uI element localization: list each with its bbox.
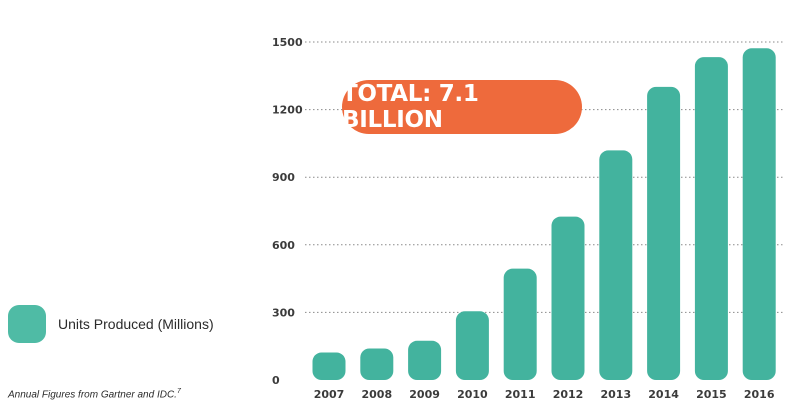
y-tick-label: 900 xyxy=(272,171,295,184)
bar-2013 xyxy=(599,150,633,380)
x-tick-label: 2014 xyxy=(648,388,679,400)
x-tick-label: 2013 xyxy=(600,388,631,400)
bar-2009 xyxy=(408,340,442,380)
x-tick-label: 2015 xyxy=(696,388,727,400)
legend-label: Units Produced (Millions) xyxy=(58,316,214,332)
x-axis-ticks: 2007 2008 2009 2010 2011 2012 2013 2014 2015 2016 xyxy=(314,388,775,400)
x-tick-label: 2010 xyxy=(457,388,488,400)
x-tick-label: 2012 xyxy=(553,388,584,400)
bar-2007 xyxy=(312,352,346,380)
y-tick-label: 300 xyxy=(272,306,295,319)
source-footnote-number: 7 xyxy=(176,388,181,395)
bars xyxy=(312,48,776,381)
bar-2010 xyxy=(455,311,489,380)
x-tick-label: 2007 xyxy=(314,388,345,400)
y-tick-label: 1500 xyxy=(272,36,303,49)
total-annotation-badge: TOTAL: 7.1 BILLION xyxy=(342,80,582,134)
x-tick-label: 2009 xyxy=(409,388,440,400)
y-tick-label: 1200 xyxy=(272,104,303,117)
bar-2014 xyxy=(647,86,681,380)
x-tick-label: 2008 xyxy=(361,388,392,400)
x-tick-label: 2016 xyxy=(744,388,775,400)
y-tick-label: 0 xyxy=(272,374,280,387)
total-annotation-text: TOTAL: 7.1 BILLION xyxy=(342,81,479,133)
bar-2012 xyxy=(551,216,585,380)
legend-swatch xyxy=(8,305,46,343)
bar-2011 xyxy=(503,268,537,380)
y-tick-label: 600 xyxy=(272,239,295,252)
bar-2016 xyxy=(742,48,776,381)
bar-2015 xyxy=(694,57,728,381)
source-text: Annual Figures from Gartner and IDC. xyxy=(8,389,177,400)
x-tick-label: 2011 xyxy=(505,388,536,400)
legend: Units Produced (Millions) xyxy=(8,305,214,343)
y-axis-ticks: 0 300 600 900 1200 1500 xyxy=(272,36,303,387)
source-note: Annual Figures from Gartner and IDC.7 xyxy=(8,388,181,400)
bar-2008 xyxy=(360,348,394,380)
